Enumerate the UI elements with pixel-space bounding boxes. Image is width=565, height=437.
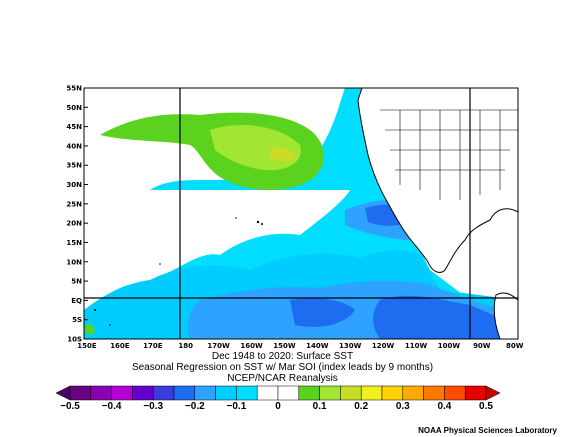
- colorbar-segment: [194, 385, 216, 401]
- longitude-labels: 150E 160E 170E 180 170W 160W 150W 140W 130W 120W 1…: [77, 342, 523, 350]
- colorbar-segment: [464, 385, 487, 401]
- lat-label: 35N: [66, 162, 82, 170]
- lon-label: 160E: [110, 342, 130, 350]
- colorbar-segment: [340, 385, 362, 401]
- north-america-land: [357, 88, 518, 273]
- lon-label: 130W: [339, 342, 362, 350]
- lon-label: 80W: [506, 342, 524, 350]
- lat-label: 45N: [66, 123, 82, 131]
- colorbar-segment: [173, 385, 196, 401]
- colorbar-segment: [381, 385, 404, 401]
- colorbar-segment: [423, 385, 445, 401]
- lat-label: 20N: [66, 220, 82, 228]
- map-plot-area: [84, 88, 518, 339]
- colorbar-tick-label: 0.4: [437, 401, 451, 412]
- blue-core-east: [373, 295, 500, 339]
- lat-label: 50N: [66, 104, 82, 112]
- colorbar-tick-label: −0.1: [227, 401, 247, 412]
- yellow-core: [270, 147, 296, 162]
- lon-label: 150W: [273, 342, 296, 350]
- title-line-1: Dec 1948 to 2020: Surface SST: [211, 351, 354, 362]
- south-america-land: [493, 292, 518, 339]
- lon-label: 170E: [143, 342, 163, 350]
- lat-label: 5S: [72, 316, 82, 324]
- colorbar-segment: [256, 385, 279, 401]
- colorbar-tick-label: −0.2: [185, 401, 205, 412]
- lon-label: 170W: [207, 342, 230, 350]
- colorbar-min-arrow: [55, 385, 71, 401]
- colorbar: [55, 385, 501, 401]
- lon-label: 90W: [473, 342, 491, 350]
- colorbar-tick-label: 0.1: [313, 401, 327, 412]
- colorbar-segment: [298, 385, 320, 401]
- title-line-3: NCEP/NCAR Reanalysis: [227, 373, 338, 384]
- latitude-labels: 55N 50N 45N 40N 35N 30N 25N 20N 15N 10N 5N EQ 5S 10S: [66, 85, 88, 344]
- title-line-2: Seasonal Regression on SST w/ Mar SOI (i…: [131, 362, 434, 373]
- lon-label: 140W: [306, 342, 329, 350]
- colorbar-tick-label: −0.3: [143, 401, 163, 412]
- lon-label: 120W: [372, 342, 395, 350]
- map-grid: [84, 88, 518, 339]
- lon-label: 150E: [77, 342, 97, 350]
- colorbar-tick-label: 0: [275, 401, 281, 412]
- lon-label: 180: [178, 342, 193, 350]
- colorbar-tick-label: 0.2: [354, 401, 368, 412]
- colorbar-max-arrow: [485, 385, 501, 401]
- colorbar-segment: [277, 385, 300, 401]
- credit-text: NOAA Physical Sciences Laboratory: [418, 426, 557, 435]
- lat-label: EQ: [71, 297, 82, 305]
- colorbar-segment: [319, 385, 341, 401]
- blue-core: [290, 298, 355, 327]
- map-frame: [83, 87, 519, 340]
- colorbar-segment: [132, 385, 154, 401]
- lat-label: 5N: [71, 278, 82, 286]
- islands: [94, 217, 263, 326]
- colorbar-tick-label: −0.5: [60, 401, 80, 412]
- colorbar-segment: [236, 385, 258, 401]
- green-spot-sw: [86, 324, 95, 334]
- colorbar-segment: [215, 385, 237, 401]
- colorbar-segment: [111, 385, 133, 401]
- colorbar-segment: [444, 385, 466, 401]
- lat-label: 30N: [66, 181, 82, 189]
- lat-label: 25N: [66, 200, 82, 208]
- colorbar-segment: [402, 385, 424, 401]
- lon-label: 100W: [438, 342, 461, 350]
- colorbar-tick-label: −0.4: [102, 401, 122, 412]
- lat-label: 55N: [66, 85, 82, 93]
- lat-label: 40N: [66, 142, 82, 150]
- colorbar-segment: [69, 385, 92, 401]
- colorbar-tick-label: 0.3: [396, 401, 410, 412]
- lat-label: 10S: [67, 336, 82, 344]
- lon-label: 160W: [240, 342, 263, 350]
- state-borders: [380, 109, 518, 200]
- lon-label: 110W: [405, 342, 428, 350]
- colorbar-segment: [90, 385, 112, 401]
- lat-label: 15N: [66, 239, 82, 247]
- colorbar-segment: [152, 385, 175, 401]
- colorbar-tick-label: 0.5: [479, 401, 493, 412]
- colorbar-segment: [360, 385, 383, 401]
- colorbar-tick-labels: −0.5 −0.4 −0.3 −0.2 −0.1 0 0.1 0.2 0.3 0.4 0.5: [60, 401, 493, 412]
- lat-label: 10N: [66, 258, 82, 266]
